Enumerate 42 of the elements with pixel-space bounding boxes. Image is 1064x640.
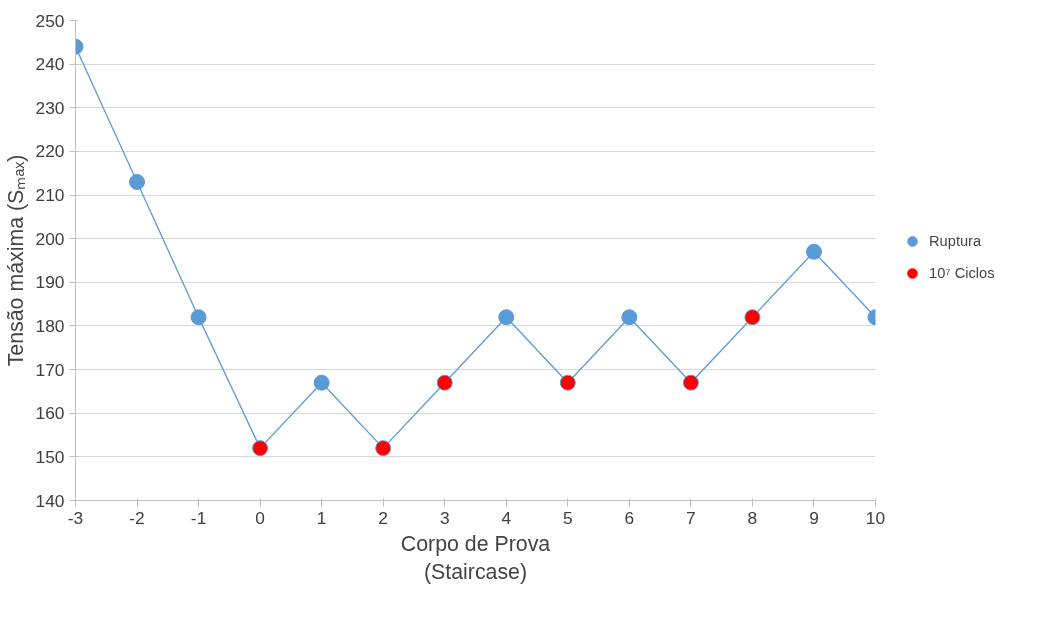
x-tick-label: 2 <box>378 507 389 528</box>
x-tick-label: 5 <box>562 507 573 528</box>
x-tick-label: 7 <box>686 507 696 528</box>
x-axis-title: Corpo de Prova (Staircase) <box>400 531 551 585</box>
legend-label: Ruptura <box>929 232 982 249</box>
point <box>190 309 207 326</box>
x-tick-label: 4 <box>501 507 512 528</box>
point <box>436 374 453 391</box>
x-tick-label: 0 <box>255 507 265 528</box>
point <box>129 173 146 190</box>
y-tick-label: 150 <box>35 446 65 467</box>
x-tick-label: 3 <box>439 507 450 528</box>
x-tick-label: 8 <box>747 507 758 528</box>
x-tick-label: 9 <box>809 507 819 528</box>
x-tick-label: -3 <box>67 507 84 528</box>
x-tick-label: 10 <box>865 507 886 528</box>
y-tick-label: 190 <box>35 272 65 293</box>
x-tick-label: -1 <box>190 507 207 528</box>
x-tick-label: -2 <box>129 507 145 528</box>
y-tick-label: 170 <box>35 359 65 380</box>
x-tick-label: 6 <box>624 507 635 528</box>
point <box>621 309 638 326</box>
y-tick-label: 230 <box>35 97 65 118</box>
point <box>313 374 330 391</box>
x-tick-label: 1 <box>316 507 327 528</box>
y-tick-label: 180 <box>35 315 65 336</box>
y-tick-label: 240 <box>35 54 65 75</box>
point <box>805 243 822 260</box>
point <box>375 440 392 457</box>
point <box>682 374 699 391</box>
point <box>498 309 515 326</box>
legend-label: 10⁷ Ciclos <box>929 264 995 281</box>
point <box>559 374 576 391</box>
y-axis-title: Tensão máxima (Sₘₐₓ) <box>3 154 28 367</box>
point <box>252 440 269 457</box>
y-tick-label: 210 <box>35 185 65 206</box>
y-tick-label: 200 <box>35 228 65 249</box>
y-tick-label: 140 <box>35 490 65 511</box>
point <box>744 309 761 326</box>
y-tick-label: 220 <box>35 141 65 162</box>
y-tick-label: 250 <box>35 10 65 31</box>
y-tick-label: 160 <box>35 403 65 424</box>
